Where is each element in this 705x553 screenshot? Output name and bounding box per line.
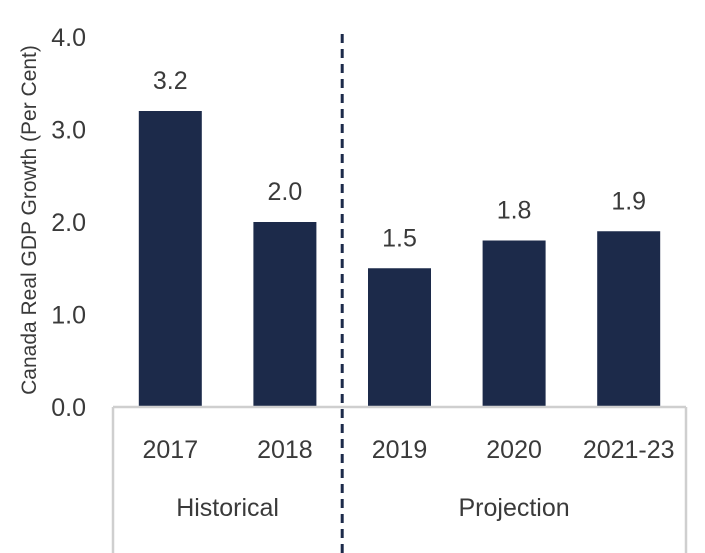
y-tick-label: 2.0 bbox=[51, 209, 86, 237]
y-tick-label: 4.0 bbox=[51, 24, 86, 52]
bar-2017 bbox=[138, 111, 202, 407]
bar-2018 bbox=[253, 222, 317, 407]
group-label: Projection bbox=[459, 494, 570, 522]
group-labels: Historical Projection bbox=[176, 494, 569, 522]
y-axis-title: Canada Real GDP Growth (Per Cent) bbox=[18, 45, 41, 395]
x-category-label: 2018 bbox=[257, 436, 313, 464]
group-label: Historical bbox=[176, 494, 279, 522]
x-category-label: 2017 bbox=[142, 436, 198, 464]
data-label: 2.0 bbox=[268, 178, 303, 206]
y-tick-label: 1.0 bbox=[51, 302, 86, 330]
x-category-label: 2019 bbox=[372, 436, 428, 464]
data-label: 3.2 bbox=[153, 67, 188, 95]
y-axis-ticks: 0.0 1.0 2.0 3.0 4.0 bbox=[51, 24, 86, 422]
data-label: 1.5 bbox=[382, 224, 417, 252]
bar-2020 bbox=[482, 240, 546, 407]
bar-2019 bbox=[368, 268, 431, 407]
data-label: 1.9 bbox=[611, 187, 646, 215]
data-label: 1.8 bbox=[497, 197, 532, 225]
x-category-label: 2021-23 bbox=[583, 436, 675, 464]
bars bbox=[138, 111, 661, 407]
data-labels: 3.2 2.0 1.5 1.8 1.9 bbox=[153, 67, 646, 252]
x-axis: 2017 2018 2019 2020 2021-23 bbox=[111, 405, 688, 553]
y-tick-label: 0.0 bbox=[51, 394, 86, 422]
bar-2021-23 bbox=[597, 231, 661, 407]
y-tick-label: 3.0 bbox=[51, 117, 86, 145]
x-category-label: 2020 bbox=[486, 436, 542, 464]
